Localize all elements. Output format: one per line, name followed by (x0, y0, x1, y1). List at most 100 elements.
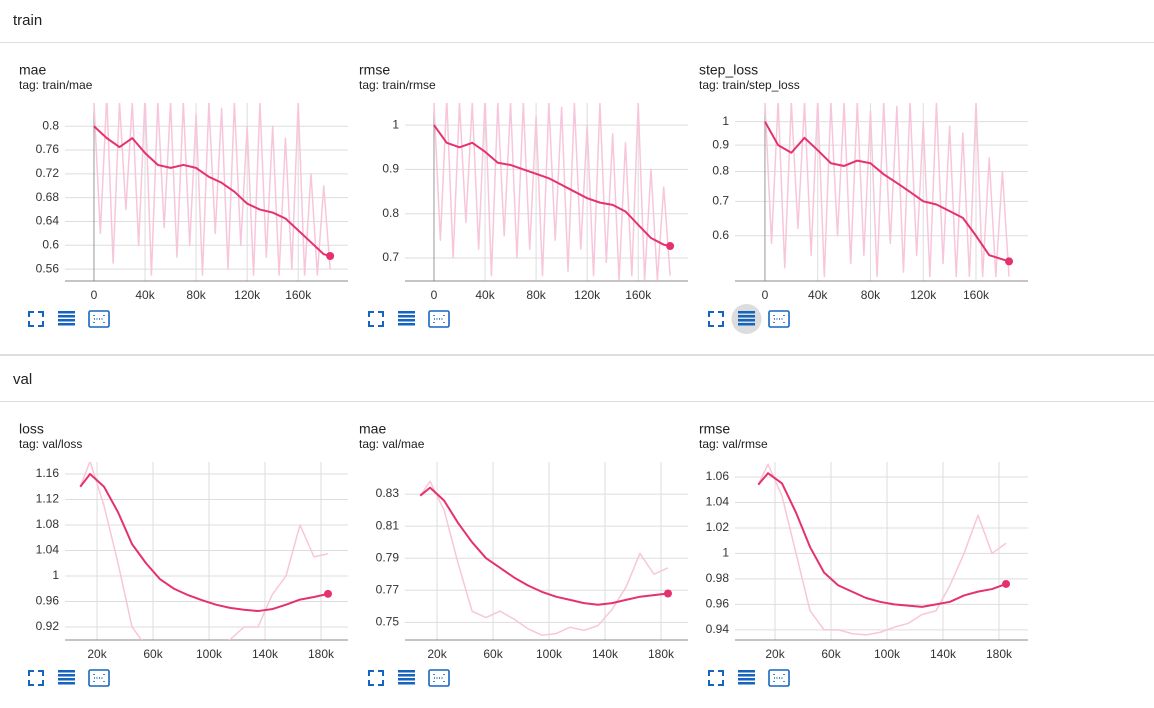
chart-title: step_loss (699, 62, 758, 78)
chart-subtitle: tag: val/loss (19, 437, 82, 451)
y-tick-label: 0.94 (706, 622, 730, 636)
end-point (323, 589, 332, 598)
plot (93, 103, 331, 276)
x-tick-label: 100k (874, 647, 901, 661)
icon (433, 674, 445, 682)
y-tick-label: 1.02 (706, 520, 730, 534)
y-tick-label: 1 (52, 568, 59, 582)
y-tick-label: 0.7 (712, 193, 729, 207)
x-tick-label: 40k (475, 288, 495, 302)
x-tick-label: 140k (592, 647, 619, 661)
icon (93, 315, 105, 323)
icon (708, 311, 724, 327)
y-tick-label: 0.8 (712, 164, 729, 178)
x-tick-label: 0 (91, 288, 98, 302)
fullscreen-button[interactable] (28, 670, 44, 686)
icon (738, 315, 755, 318)
chart-title: rmse (359, 62, 390, 78)
series-line (419, 480, 669, 636)
x-tick-label: 80k (861, 288, 881, 302)
icon (773, 674, 785, 682)
y-tick-label: 0.96 (36, 594, 60, 608)
x-tick-label: 60k (821, 647, 841, 661)
icon (398, 319, 415, 322)
icon (93, 674, 105, 682)
icon (398, 682, 415, 685)
icon (28, 670, 44, 686)
log-toggle-button[interactable] (398, 670, 415, 685)
icon (58, 670, 75, 673)
x-tick-label: 80k (526, 288, 546, 302)
end-point (666, 242, 675, 251)
icon (398, 311, 415, 314)
y-tick-label: 0.68 (36, 190, 60, 204)
x-tick-label: 120k (910, 288, 937, 302)
x-tick-label: 0 (762, 288, 769, 302)
fit-domain-button[interactable] (428, 310, 450, 328)
icon (398, 323, 415, 326)
icon (738, 674, 755, 677)
plot (433, 103, 671, 281)
icon (428, 669, 450, 687)
icon (58, 678, 75, 681)
chart-subtitle: tag: train/rmse (359, 78, 436, 92)
log-toggle-button[interactable] (398, 311, 415, 326)
x-tick-label: 80k (186, 288, 206, 302)
icon (398, 315, 415, 318)
y-tick-label: 0.9 (382, 162, 399, 176)
fullscreen-button[interactable] (708, 670, 724, 686)
y-tick-label: 1.12 (36, 492, 60, 506)
y-tick-label: 0.83 (376, 486, 400, 500)
y-tick-label: 1.06 (706, 469, 730, 483)
fullscreen-button[interactable] (368, 670, 384, 686)
series-line (93, 125, 331, 257)
series-line (433, 103, 671, 281)
chart-title: rmse (699, 421, 730, 437)
series-line (419, 486, 669, 606)
fullscreen-button[interactable] (368, 311, 384, 327)
y-tick-label: 1 (392, 117, 399, 131)
icon (433, 315, 445, 323)
x-tick-label: 180k (308, 647, 335, 661)
chart-subtitle: tag: train/mae (19, 78, 93, 92)
chart-subtitle: tag: val/mae (359, 437, 425, 451)
chart-title: loss (19, 421, 44, 437)
y-tick-label: 0.75 (376, 615, 400, 629)
chart-title: mae (19, 62, 46, 78)
x-tick-label: 100k (536, 647, 563, 661)
icon (738, 311, 755, 314)
chart-subtitle: tag: train/step_loss (699, 78, 800, 92)
x-tick-label: 20k (427, 647, 447, 661)
x-tick-label: 60k (143, 647, 163, 661)
log-toggle-button[interactable] (738, 670, 755, 685)
x-tick-label: 120k (574, 288, 601, 302)
fit-domain-button[interactable] (768, 669, 790, 687)
log-toggle-button[interactable] (738, 311, 755, 326)
icon (428, 310, 450, 328)
y-tick-label: 0.64 (36, 214, 60, 228)
fit-domain-button[interactable] (88, 669, 110, 687)
fullscreen-button[interactable] (28, 311, 44, 327)
icon (738, 670, 755, 673)
y-tick-label: 0.77 (376, 582, 400, 596)
icon (398, 678, 415, 681)
icon (88, 669, 110, 687)
icon (738, 678, 755, 681)
fit-domain-button[interactable] (768, 310, 790, 328)
y-tick-label: 1.16 (36, 466, 60, 480)
fit-domain-button[interactable] (88, 310, 110, 328)
y-tick-label: 1.08 (36, 517, 60, 531)
series-line (79, 462, 329, 640)
fullscreen-button[interactable] (708, 311, 724, 327)
icon (398, 670, 415, 673)
icon (88, 310, 110, 328)
log-toggle-button[interactable] (58, 311, 75, 326)
x-tick-label: 40k (808, 288, 828, 302)
y-tick-label: 0.9 (712, 137, 729, 151)
log-toggle-button[interactable] (58, 670, 75, 685)
fit-domain-button[interactable] (428, 669, 450, 687)
icon (708, 670, 724, 686)
chart-subtitle: tag: val/rmse (699, 437, 768, 451)
x-tick-label: 60k (483, 647, 503, 661)
x-tick-label: 160k (285, 288, 312, 302)
